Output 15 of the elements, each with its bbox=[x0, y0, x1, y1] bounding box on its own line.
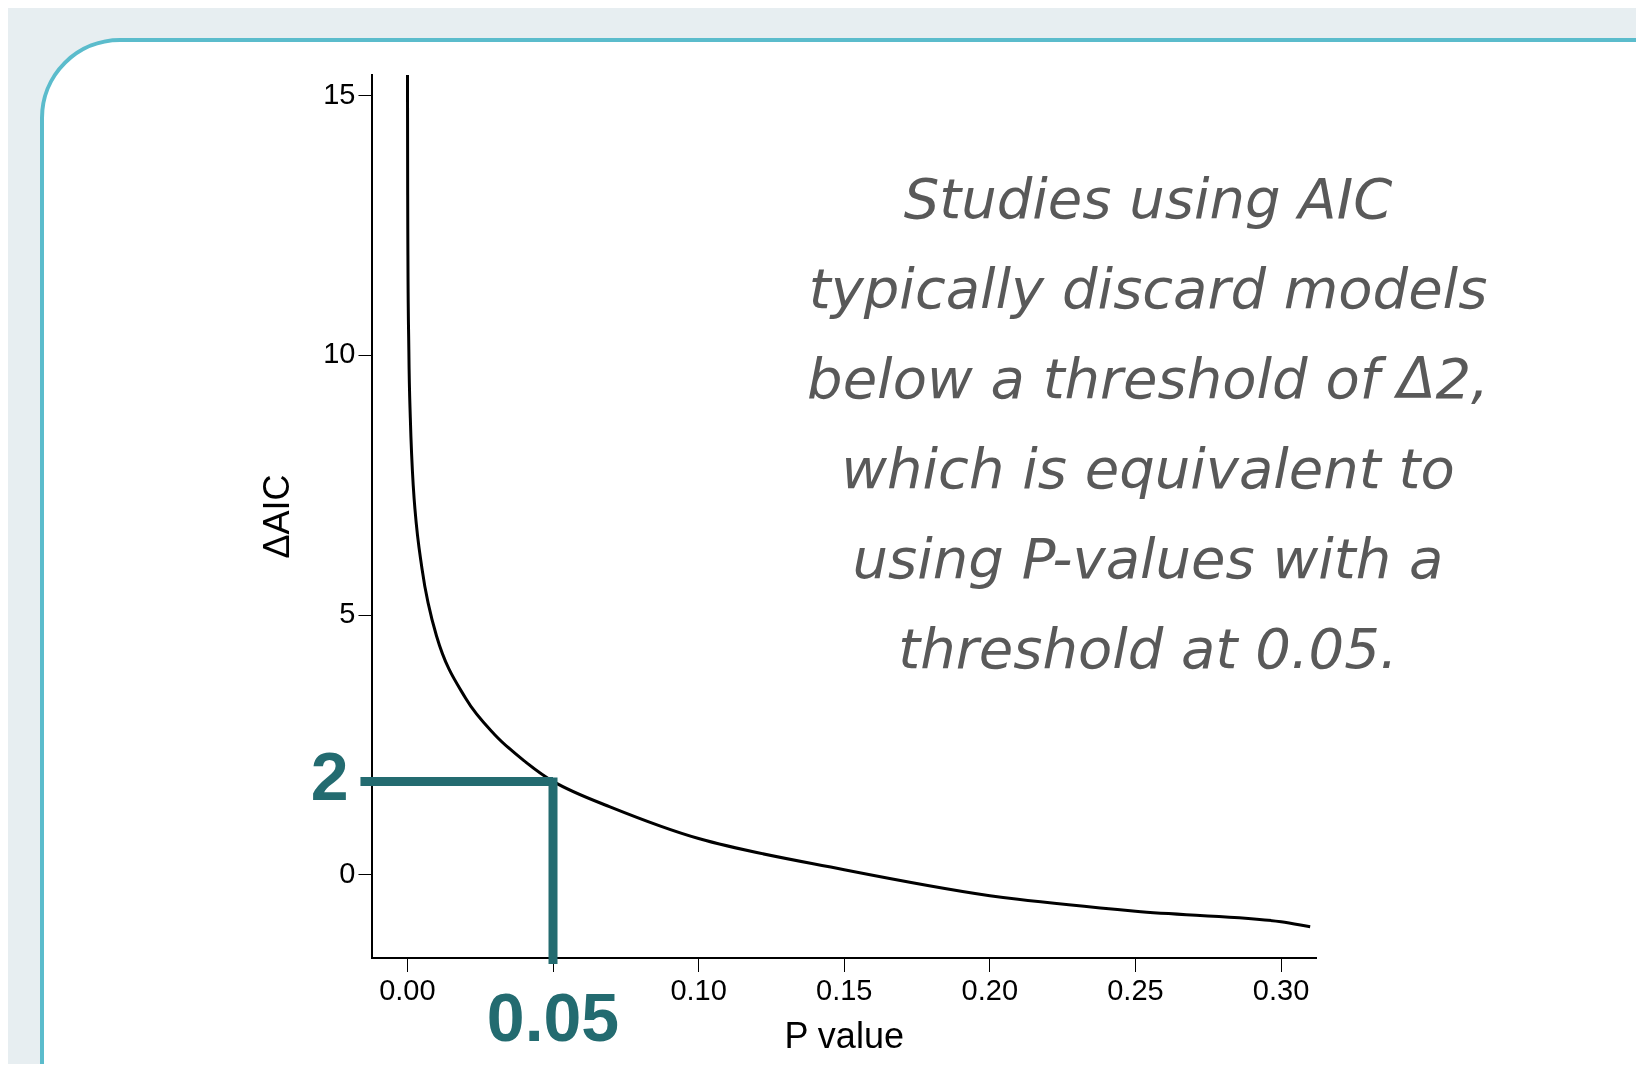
x-tick-label: 0.15 bbox=[816, 974, 873, 1007]
annotation: Studies using AIC typically discard models below a threshold of Δ2, which is equivalent to using P-values with a threshold at 0.05. bbox=[807, 165, 1489, 681]
x-tick-label: 0.25 bbox=[1107, 974, 1164, 1007]
x-tick-label: 0.20 bbox=[961, 974, 1019, 1007]
y-tick-label: 5 bbox=[339, 597, 356, 630]
x-tick-label: 0.30 bbox=[1252, 974, 1310, 1007]
y-tick-label: 15 bbox=[323, 77, 356, 110]
y-tick-label: 10 bbox=[323, 337, 356, 370]
x-tick-label: 0.00 bbox=[379, 974, 436, 1007]
y-axis-title: ΔAIC bbox=[255, 474, 297, 559]
x-axis-title: P value bbox=[784, 1015, 904, 1057]
ref-line-label: 2 bbox=[310, 738, 349, 815]
y-tick-label: 0 bbox=[339, 856, 356, 889]
ref-line-label: 0.05 bbox=[486, 978, 620, 1055]
x-tick-label: 0.10 bbox=[670, 974, 727, 1007]
